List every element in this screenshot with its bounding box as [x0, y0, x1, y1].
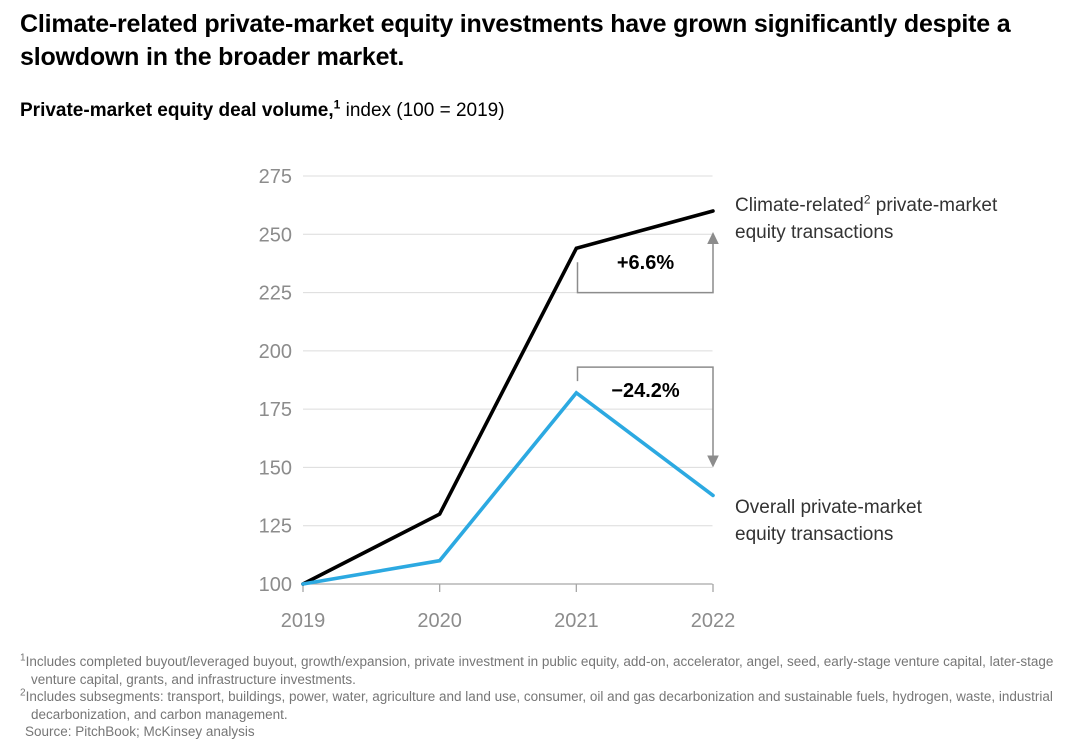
y-axis-label: 250: [259, 224, 292, 246]
arrow-down-icon: [707, 455, 719, 468]
y-axis-label: 200: [259, 341, 292, 363]
footnote-1-text: Includes completed buyout/leveraged buyo…: [25, 654, 1054, 687]
subtitle-bold-text: Private-market equity deal volume,: [20, 100, 334, 121]
exhibit-title: Climate-related private-market equity in…: [20, 10, 1011, 71]
series-label-overall: Overall private-market equity transactio…: [735, 494, 922, 548]
footnote-2-marker: 2: [20, 687, 26, 699]
y-axis-label: 100: [259, 574, 292, 596]
x-axis-label: 2020: [417, 610, 462, 632]
subtitle-footnote-marker: 1: [333, 97, 341, 112]
x-axis-label: 2022: [691, 610, 736, 632]
chart-subtitle: Private-market equity deal volume,1 inde…: [20, 97, 505, 122]
series-label-climate-line1: Climate-related2 private-market: [735, 192, 997, 219]
arrow-up-icon: [707, 232, 719, 244]
subtitle-unit-text: index (100 = 2019): [340, 100, 505, 121]
series-label-climate-post: private-market: [870, 195, 998, 216]
annotation-overall-change: −24.2%: [611, 380, 680, 402]
footnotes: 1Includes completed buyout/leveraged buy…: [20, 653, 1056, 741]
x-axis-label: 2021: [554, 610, 599, 632]
footnote-1-marker: 1: [20, 652, 26, 664]
series-label-climate-line2: equity transactions: [735, 222, 894, 243]
footnote-2: 2Includes subsegments: transport, buildi…: [20, 688, 1056, 723]
y-axis-label: 125: [259, 516, 292, 538]
bracket-climate: [576, 244, 714, 294]
series-label-climate: Climate-related2 private-market equity t…: [735, 192, 997, 246]
y-axis-label: 225: [259, 283, 292, 305]
x-axis-label: 2019: [281, 610, 326, 632]
series-label-overall-line1: Overall private-market: [735, 497, 922, 518]
series-label-overall-line2: equity transactions: [735, 524, 894, 545]
y-axis-label: 175: [259, 399, 292, 421]
series-label-climate-footnote-marker: 2: [863, 192, 871, 207]
footnote-2-text: Includes subsegments: transport, buildin…: [25, 689, 1053, 722]
y-axis-label: 150: [259, 457, 292, 479]
bracket-overall: [576, 366, 714, 456]
y-axis-label: 275: [259, 166, 292, 188]
annotation-climate-change: +6.6%: [616, 252, 675, 274]
series-label-climate-pre: Climate-related: [735, 195, 864, 216]
footnote-1: 1Includes completed buyout/leveraged buy…: [20, 653, 1056, 688]
source-line: Source: PitchBook; McKinsey analysis: [25, 724, 255, 740]
series-line-overall: [301, 390, 715, 586]
series-line-climate: [301, 209, 715, 586]
